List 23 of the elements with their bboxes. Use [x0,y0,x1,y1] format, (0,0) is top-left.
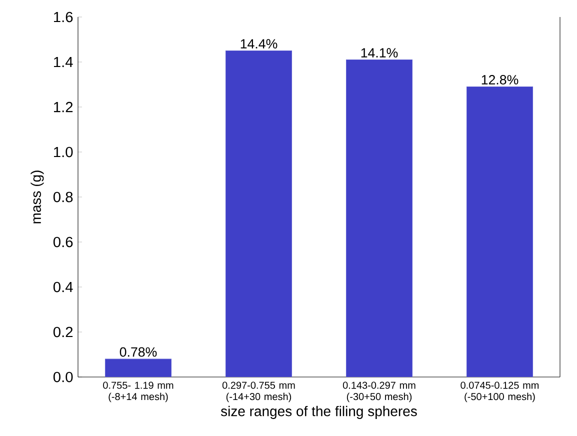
bar [225,50,292,377]
x-tick-label: 0.297-0.755 mm (-14+30 mesh) [222,382,295,402]
y-axis-title: mass (g) [30,170,44,224]
annotation: 12.8% [482,75,518,84]
x-tick-label: 0.755- 1.19 mm (-8+14 mesh) [103,382,174,402]
y-tick-label: 0.8 [53,192,73,202]
y-tick-label: 1.6 [54,12,73,22]
annotation: 14.4% [240,39,278,48]
x-axis-title: size ranges of the filing spheres [220,406,417,419]
y-tick-label: 0.2 [53,326,73,338]
y-tick-label: 1.0 [54,146,73,158]
bar [346,59,413,377]
y-tick-label: 0.6 [53,236,73,248]
y-tick-label: 1.2 [54,102,73,112]
bar [466,86,534,377]
annotation: 14.1% [361,48,398,58]
y-tick-label: 0.0 [53,372,73,382]
y-tick-label: 1.4 [54,56,73,68]
y-tick-label: 0.4 [53,282,73,292]
bar [104,358,172,377]
x-tick-label: 0.143-0.297 mm (-30+50 mesh) [342,382,416,402]
annotation: 0.78% [120,347,157,357]
x-tick-label: 0.0745-0.125 mm (-50+100 mesh) [460,382,539,402]
